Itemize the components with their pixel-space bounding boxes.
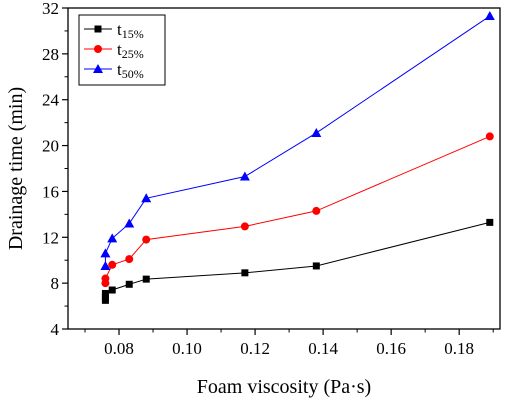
legend-marker bbox=[94, 25, 102, 33]
data-point bbox=[107, 233, 118, 243]
x-tick-label: 0.10 bbox=[172, 339, 202, 358]
data-point bbox=[484, 11, 495, 21]
legend-marker bbox=[94, 45, 102, 53]
data-point bbox=[108, 286, 116, 294]
data-point bbox=[311, 127, 322, 137]
data-point bbox=[124, 218, 135, 228]
data-point bbox=[141, 193, 152, 203]
legend-label-main: t bbox=[117, 20, 122, 39]
y-axis-ticks: 4 8 12 16 20 24 28 32 bbox=[42, 0, 68, 339]
data-point bbox=[142, 275, 150, 283]
x-axis-label: Foam viscosity (Pa·s) bbox=[197, 376, 371, 398]
y-tick-label: 32 bbox=[42, 0, 59, 18]
data-point bbox=[240, 222, 249, 231]
y-tick-label: 4 bbox=[51, 320, 60, 339]
series-25pct bbox=[101, 132, 494, 288]
x-axis-ticks: 0.08 0.10 0.12 0.14 0.16 0.18 bbox=[84, 329, 494, 358]
series-layer bbox=[100, 11, 495, 304]
x-tick-label: 0.16 bbox=[376, 339, 406, 358]
x-tick-label: 0.08 bbox=[104, 339, 134, 358]
data-point bbox=[239, 171, 250, 181]
data-point bbox=[101, 289, 109, 297]
legend-item: t15% bbox=[84, 20, 144, 41]
legend-label-main: t bbox=[117, 40, 122, 59]
legend-label-subscript: 15% bbox=[122, 27, 144, 41]
legend-marker bbox=[93, 64, 103, 73]
y-tick-label: 20 bbox=[42, 137, 59, 156]
series-15pct bbox=[101, 218, 494, 304]
data-point bbox=[312, 262, 320, 270]
y-tick-label: 28 bbox=[42, 45, 59, 64]
legend-label: t15% bbox=[117, 20, 144, 41]
data-point bbox=[142, 235, 151, 244]
data-point bbox=[125, 255, 134, 264]
data-point bbox=[485, 132, 494, 141]
data-point bbox=[312, 206, 321, 215]
legend: t15%t25%t50% bbox=[78, 14, 166, 86]
y-axis-label: Drainage time (min) bbox=[5, 87, 27, 250]
legend-item: t25% bbox=[84, 40, 144, 61]
data-point bbox=[108, 260, 117, 269]
data-point bbox=[100, 260, 111, 270]
data-point bbox=[241, 269, 249, 277]
series-line bbox=[104, 135, 490, 284]
series-50pct bbox=[100, 11, 495, 270]
legend-label-subscript: 50% bbox=[122, 67, 144, 81]
data-point bbox=[125, 280, 133, 288]
y-tick-label: 8 bbox=[51, 274, 60, 293]
data-point bbox=[101, 274, 110, 283]
legend-label: t50% bbox=[117, 60, 144, 81]
legend-item: t50% bbox=[84, 60, 144, 81]
data-point bbox=[486, 218, 494, 226]
legend-label-subscript: 25% bbox=[122, 47, 144, 61]
x-tick-label: 0.18 bbox=[444, 339, 474, 358]
series-line bbox=[104, 221, 490, 301]
y-tick-label: 16 bbox=[42, 182, 59, 201]
data-point bbox=[100, 248, 111, 258]
x-tick-label: 0.12 bbox=[240, 339, 270, 358]
legend-label-main: t bbox=[117, 60, 122, 79]
x-tick-label: 0.14 bbox=[308, 339, 338, 358]
legend-label: t25% bbox=[117, 40, 144, 61]
y-tick-label: 12 bbox=[42, 228, 59, 247]
y-tick-label: 24 bbox=[42, 91, 60, 110]
legend-box bbox=[78, 14, 166, 86]
